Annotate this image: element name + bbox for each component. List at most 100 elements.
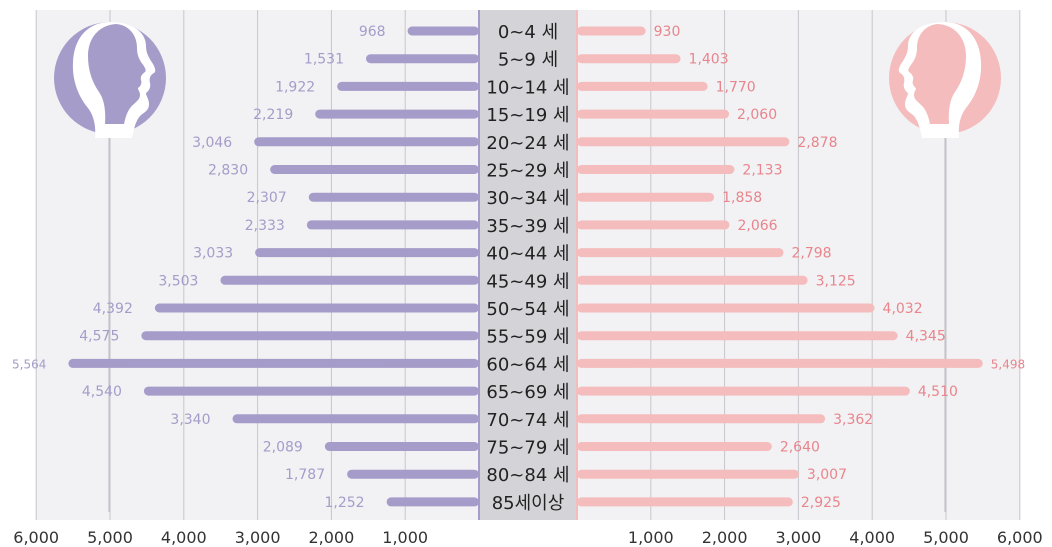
- left-bar: [407, 26, 479, 36]
- right-bar: [577, 192, 715, 202]
- right-value-label: 2,060: [737, 107, 777, 123]
- left-bar: [154, 303, 479, 313]
- left-bar: [386, 497, 479, 507]
- right-value-label: 5,498: [991, 357, 1025, 371]
- right-value-label: 4,510: [918, 384, 958, 400]
- right-bar: [577, 386, 910, 396]
- age-group-label: 60~64 세: [486, 354, 569, 375]
- age-group-label: 25~29 세: [486, 161, 569, 182]
- left-axis-tick-label: 1,000: [382, 528, 428, 547]
- right-value-label: 4,032: [883, 301, 923, 317]
- age-group-label: 30~34 세: [486, 188, 569, 209]
- left-axis-tick-label: 2,000: [308, 528, 354, 547]
- right-bar: [577, 303, 875, 313]
- age-group-label: 50~54 세: [486, 299, 569, 320]
- age-group-label: 35~39 세: [486, 216, 569, 237]
- left-value-label: 4,540: [82, 384, 122, 400]
- left-value-label: 1,922: [275, 79, 315, 95]
- right-value-label: 2,066: [737, 218, 777, 234]
- right-axis-tick-label: 1,000: [628, 528, 674, 547]
- right-bar: [577, 414, 826, 424]
- right-axis-tick-label: 4,000: [849, 528, 895, 547]
- left-value-label: 2,333: [245, 218, 285, 234]
- left-bar: [143, 386, 479, 396]
- right-bar: [577, 442, 772, 451]
- right-bar: [577, 248, 784, 258]
- age-group-label: 85세이상: [492, 493, 565, 514]
- right-value-label: 4,345: [906, 329, 946, 345]
- left-value-label: 5,564: [12, 357, 46, 371]
- left-value-label: 4,392: [93, 301, 133, 317]
- left-value-label: 2,830: [208, 163, 248, 179]
- left-value-label: 1,787: [285, 467, 325, 483]
- age-group-label: 40~44 세: [486, 244, 569, 265]
- left-axis-tick-label: 4,000: [161, 528, 207, 547]
- left-value-label: 1,531: [304, 52, 344, 68]
- left-value-label: 3,033: [193, 246, 233, 262]
- age-group-label: 55~59 세: [486, 327, 569, 348]
- left-bar: [220, 275, 479, 285]
- right-value-label: 1,403: [689, 52, 729, 68]
- right-value-label: 2,925: [801, 495, 841, 511]
- left-bar: [68, 358, 479, 368]
- right-bar: [577, 26, 646, 36]
- age-group-label: 75~79 세: [486, 438, 569, 459]
- right-bar: [577, 109, 730, 119]
- left-bar: [141, 331, 480, 341]
- left-bar: [232, 414, 479, 424]
- right-value-label: 3,007: [807, 467, 847, 483]
- right-value-label: 1,770: [716, 79, 756, 95]
- right-value-label: 2,640: [780, 440, 820, 456]
- left-value-label: 1,252: [325, 495, 365, 511]
- right-value-label: 3,362: [833, 412, 873, 428]
- right-axis-tick-label: 3,000: [775, 528, 821, 547]
- right-axis-tick-label: 5,000: [923, 528, 969, 547]
- age-group-label: 45~49 세: [486, 271, 569, 292]
- left-axis-tick-label: 3,000: [235, 528, 281, 547]
- left-value-label: 2,219: [253, 107, 293, 123]
- right-bar: [577, 275, 808, 285]
- age-band-background: [479, 10, 577, 520]
- female-head-silhouette-icon: [889, 22, 1001, 512]
- right-bar: [577, 469, 799, 479]
- left-bar: [306, 220, 479, 230]
- right-bar: [577, 358, 983, 368]
- right-bar: [577, 81, 708, 91]
- left-value-label: 968: [359, 24, 386, 40]
- age-group-label: 65~69 세: [486, 382, 569, 403]
- left-bar: [366, 54, 479, 64]
- right-bar: [577, 165, 735, 174]
- age-group-label: 15~19 세: [486, 105, 569, 126]
- left-bar: [254, 137, 479, 147]
- age-group-label: 80~84 세: [486, 465, 569, 486]
- left-bar: [255, 248, 479, 258]
- age-group-label: 70~74 세: [486, 410, 569, 431]
- right-bar: [577, 137, 790, 147]
- left-value-label: 3,340: [170, 412, 210, 428]
- left-value-label: 2,307: [247, 190, 287, 206]
- age-group-label: 0~4 세: [498, 22, 558, 43]
- right-bar: [577, 220, 730, 230]
- age-group-label: 20~24 세: [486, 133, 569, 154]
- right-bar: [577, 497, 793, 507]
- right-axis-tick-label: 6,000: [997, 528, 1043, 547]
- right-value-label: 3,125: [816, 273, 856, 289]
- male-head-silhouette-icon: [54, 22, 166, 512]
- right-value-label: 2,798: [791, 246, 831, 262]
- left-value-label: 4,575: [79, 329, 119, 345]
- age-group-label: 5~9 세: [498, 50, 558, 71]
- right-value-label: 930: [654, 24, 681, 40]
- left-bar: [324, 442, 479, 451]
- left-bar: [347, 469, 479, 479]
- left-bar: [337, 81, 479, 91]
- left-value-label: 2,089: [263, 440, 303, 456]
- right-value-label: 1,858: [722, 190, 762, 206]
- right-value-label: 2,133: [742, 163, 782, 179]
- right-axis-tick-label: 2,000: [702, 528, 748, 547]
- left-axis-tick-label: 5,000: [87, 528, 133, 547]
- left-bar: [315, 109, 479, 119]
- right-bar: [577, 54, 681, 64]
- left-axis-tick-label: 6,000: [13, 528, 59, 547]
- right-bar: [577, 331, 898, 341]
